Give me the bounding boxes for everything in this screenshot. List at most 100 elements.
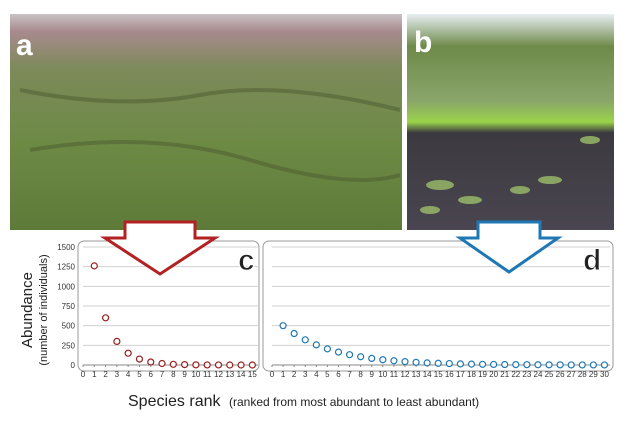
x-tick-label: 29 — [589, 370, 598, 379]
point — [323, 345, 332, 353]
x-tick-label: 10 — [378, 370, 387, 379]
x-tick-label: 6 — [336, 370, 341, 379]
point — [290, 329, 298, 338]
x-tick-label: 5 — [137, 370, 142, 379]
point — [567, 361, 575, 369]
x-tick-label: 16 — [445, 370, 454, 379]
x-tick-label: 9 — [182, 370, 187, 379]
x-tick-label: 23 — [522, 370, 531, 379]
x-tick-label: 6 — [149, 370, 154, 379]
y-tick-label: 1500 — [57, 243, 75, 252]
photo-b — [407, 14, 614, 230]
y-tick-label: 1250 — [57, 263, 75, 272]
x-tick-label: 7 — [160, 370, 165, 379]
x-tick-label: 26 — [556, 370, 565, 379]
point — [534, 361, 542, 369]
point — [147, 358, 155, 366]
lily-pads — [420, 136, 600, 214]
x-tick-label: 8 — [171, 370, 176, 379]
x-tick-label: 11 — [203, 370, 212, 379]
x-tick-label: 4 — [314, 370, 319, 379]
panel-label: d — [583, 244, 601, 277]
point — [401, 358, 409, 366]
y-tick-label: 750 — [62, 302, 76, 311]
x-tick-label: 20 — [489, 370, 498, 379]
y-tick-label: 1000 — [57, 282, 75, 291]
point — [589, 361, 597, 369]
point — [412, 358, 420, 366]
point — [445, 359, 453, 368]
point — [501, 360, 509, 369]
photo-a — [10, 14, 402, 230]
point — [556, 361, 564, 369]
x-tick-label: 15 — [434, 370, 443, 379]
x-tick-label: 9 — [370, 370, 375, 379]
x-tick-label: 5 — [325, 370, 330, 379]
point — [456, 360, 464, 368]
y-tick-label: 250 — [62, 341, 76, 350]
point — [237, 361, 245, 369]
point — [379, 356, 387, 364]
x-tick-label: 18 — [467, 370, 476, 379]
point — [203, 361, 211, 369]
point — [214, 361, 223, 369]
point — [169, 360, 177, 368]
y-tick-label: 0 — [71, 361, 76, 370]
point — [545, 361, 553, 369]
x-axis-note: (ranked from most abundant to least abun… — [229, 395, 479, 409]
point — [301, 336, 309, 344]
point — [512, 361, 520, 369]
x-tick-label: 21 — [500, 370, 509, 379]
x-tick-label: 22 — [511, 370, 520, 379]
photo-label: b — [414, 26, 432, 59]
point — [226, 361, 234, 369]
x-tick-label: 28 — [578, 370, 587, 379]
x-tick-label: 11 — [390, 370, 399, 379]
point — [101, 314, 110, 322]
x-tick-label: 30 — [600, 370, 609, 379]
x-tick-label: 4 — [126, 370, 131, 379]
x-tick-label: 8 — [358, 370, 363, 379]
point — [368, 354, 376, 362]
x-tick-label: 15 — [248, 370, 257, 379]
point — [390, 357, 398, 365]
photo-detail — [19, 88, 401, 182]
point — [578, 361, 586, 369]
x-tick-label: 13 — [412, 370, 421, 379]
x-tick-label: 0 — [81, 370, 86, 379]
x-tick-label: 1 — [92, 370, 97, 379]
point — [90, 262, 98, 270]
point — [312, 341, 320, 349]
x-tick-label: 13 — [225, 370, 234, 379]
panel-label: c — [238, 244, 255, 277]
point — [248, 361, 256, 369]
x-tick-label: 27 — [567, 370, 576, 379]
point — [334, 348, 343, 356]
x-tick-label: 1 — [281, 370, 286, 379]
x-tick-label: 0 — [270, 370, 275, 379]
point — [434, 359, 442, 367]
x-tick-label: 14 — [237, 370, 246, 379]
point — [345, 351, 354, 359]
x-tick-label: 25 — [545, 370, 554, 379]
y-axis-label: Abundance — [19, 272, 36, 348]
x-tick-label: 3 — [303, 370, 308, 379]
point — [357, 353, 365, 361]
y-axis-note: (number of individuals) — [38, 254, 50, 365]
x-axis-label: Species rank — [128, 393, 221, 410]
point — [467, 360, 476, 368]
x-tick-label: 7 — [347, 370, 352, 379]
y-tick-label: 500 — [62, 322, 76, 331]
point — [279, 322, 287, 330]
x-tick-label: 12 — [401, 370, 410, 379]
x-tick-label: 12 — [214, 370, 223, 379]
x-tick-label: 2 — [103, 370, 108, 379]
x-tick-label: 10 — [191, 370, 200, 379]
point — [192, 361, 200, 369]
x-tick-label: 19 — [478, 370, 487, 379]
point — [124, 349, 132, 357]
point — [523, 361, 531, 369]
arrow — [455, 220, 563, 274]
point — [181, 361, 189, 369]
